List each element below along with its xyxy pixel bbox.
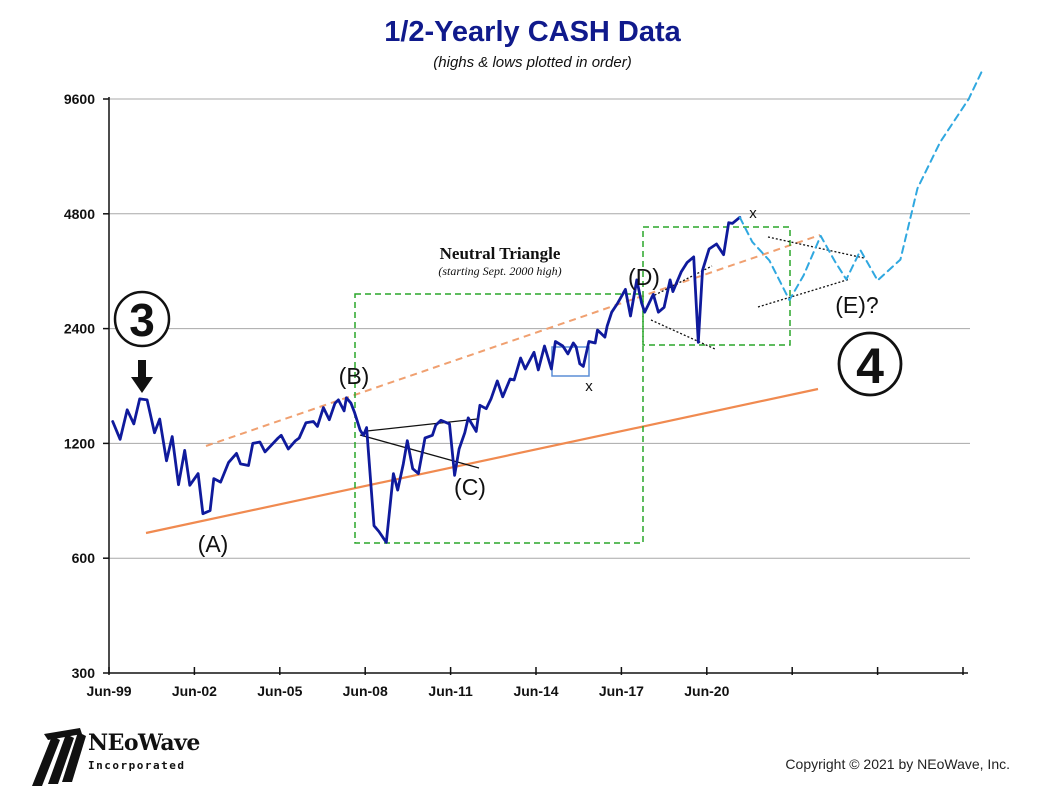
wave-e-label: (E)? [835, 292, 878, 318]
wave-b-label: (B) [339, 363, 370, 389]
neutral-triangle-sublabel: (starting Sept. 2000 high) [438, 264, 561, 278]
x-tick-label: Jun-99 [86, 683, 131, 699]
wave-3-label: 3 [129, 294, 155, 346]
wave-a-label: (A) [198, 531, 229, 557]
series-layer [111, 68, 984, 544]
grid-layer: 300 600 1200 2400 4800 9600 Jun-99 Jun-02 Jun-05… [64, 91, 970, 699]
down-arrow-icon [131, 360, 153, 393]
wave-4-badge: 4 [837, 331, 903, 397]
wave-3-badge: 3 [113, 290, 171, 348]
c-triangle-upper-line [366, 418, 478, 432]
price-series-line [111, 215, 742, 544]
x-tick-label: Jun-08 [343, 683, 388, 699]
wave-c-label: (C) [454, 474, 486, 500]
chart-subtitle: (highs & lows plotted in order) [433, 54, 632, 71]
x-marker-mid: x [585, 378, 593, 395]
wave-d-e-box [642, 226, 791, 346]
copyright-notice: Copyright © 2021 by NEoWave, Inc. [785, 756, 1010, 772]
e-triangle-lower-line [757, 278, 851, 308]
y-tick-label: 1200 [64, 435, 95, 451]
neutral-triangle-box-c [354, 293, 644, 544]
y-tick-label: 4800 [64, 206, 95, 222]
y-tick-label: 600 [72, 550, 96, 566]
x-tick-label: Jun-14 [513, 683, 558, 699]
neutral-triangle-label: Neutral Triangle [440, 244, 561, 263]
x-tick-label: Jun-20 [684, 683, 729, 699]
x-tick-label: Jun-02 [172, 683, 217, 699]
projection-series-line [738, 68, 984, 302]
x-tick-label: Jun-17 [599, 683, 644, 699]
logo-subtitle: Incorporated [88, 759, 186, 772]
chart-title: 1/2-Yearly CASH Data [384, 16, 681, 48]
lower-channel-line [145, 387, 819, 535]
neowave-logo: NEoWave Incorporated [30, 726, 200, 790]
y-tick-label: 2400 [64, 321, 95, 337]
y-tick-label: 9600 [64, 91, 95, 107]
y-tick-label: 300 [72, 665, 96, 681]
upper-channel-line [205, 234, 821, 447]
c-triangle-lower-line [359, 434, 480, 469]
x-marker-top: x [749, 205, 757, 222]
x-tick-label: Jun-11 [428, 683, 473, 699]
neowave-logo-icon [32, 728, 86, 786]
logo-name: NEoWave [88, 730, 200, 756]
wave-4-label: 4 [856, 338, 884, 394]
wave-d-label: (D) [628, 264, 660, 290]
x-tick-label: Jun-05 [257, 683, 302, 699]
